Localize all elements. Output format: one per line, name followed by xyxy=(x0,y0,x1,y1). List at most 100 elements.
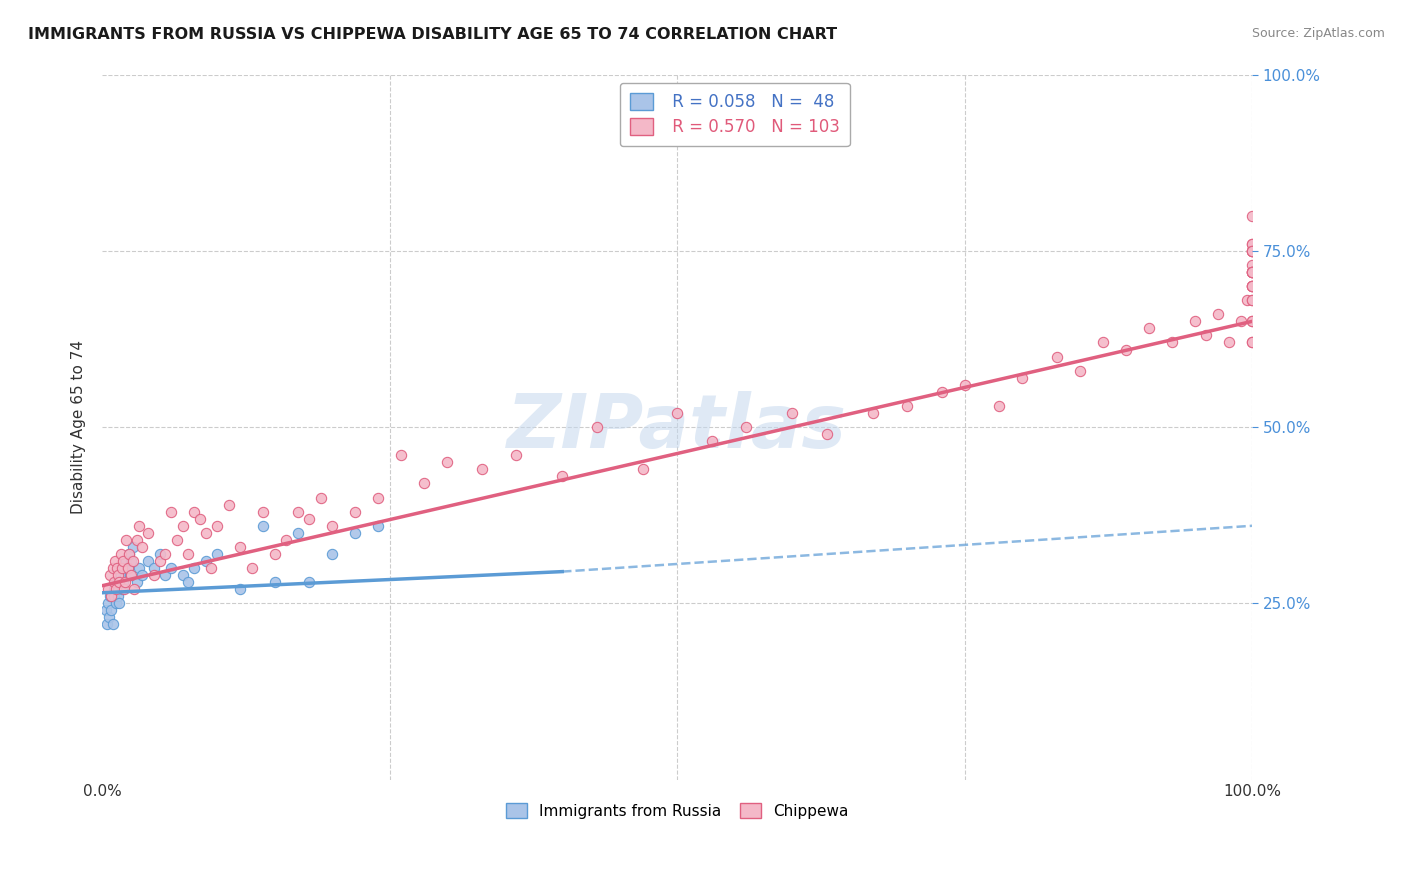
Point xyxy=(124,582,146,597)
Point xyxy=(298,575,321,590)
Point xyxy=(505,448,527,462)
Point xyxy=(111,554,134,568)
Point xyxy=(105,582,128,597)
Point xyxy=(177,575,200,590)
Point xyxy=(114,575,136,590)
Point xyxy=(298,512,321,526)
Point xyxy=(118,547,141,561)
Point xyxy=(287,505,309,519)
Point xyxy=(931,384,953,399)
Point xyxy=(1241,293,1264,307)
Text: Source: ZipAtlas.com: Source: ZipAtlas.com xyxy=(1251,27,1385,40)
Point xyxy=(815,427,838,442)
Point xyxy=(110,568,132,582)
Point xyxy=(98,589,121,603)
Point xyxy=(136,525,159,540)
Point xyxy=(1241,314,1264,328)
Point xyxy=(117,561,139,575)
Point xyxy=(1241,279,1264,293)
Point xyxy=(105,561,128,575)
Point xyxy=(1046,350,1069,364)
Point xyxy=(229,582,252,597)
Point xyxy=(105,596,128,610)
Y-axis label: Disability Age 65 to 74: Disability Age 65 to 74 xyxy=(72,340,86,514)
Point xyxy=(1241,236,1264,251)
Point xyxy=(1206,307,1229,321)
Point xyxy=(107,575,129,590)
Point xyxy=(1241,265,1264,279)
Point xyxy=(229,540,252,554)
Point xyxy=(1218,335,1240,350)
Point xyxy=(1195,328,1218,343)
Point xyxy=(1241,265,1264,279)
Point xyxy=(110,547,132,561)
Text: IMMIGRANTS FROM RUSSIA VS CHIPPEWA DISABILITY AGE 65 TO 74 CORRELATION CHART: IMMIGRANTS FROM RUSSIA VS CHIPPEWA DISAB… xyxy=(28,27,837,42)
Point xyxy=(240,561,263,575)
Point xyxy=(205,518,228,533)
Point xyxy=(1229,314,1251,328)
Point xyxy=(321,518,343,533)
Point xyxy=(1137,321,1160,335)
Point xyxy=(101,617,124,632)
Point xyxy=(122,540,145,554)
Point xyxy=(107,568,129,582)
Point xyxy=(104,575,127,590)
Point xyxy=(344,505,367,519)
Point xyxy=(111,561,134,575)
Point xyxy=(107,589,129,603)
Point xyxy=(108,575,131,590)
Point xyxy=(413,476,436,491)
Point xyxy=(436,455,458,469)
Point xyxy=(585,420,607,434)
Point xyxy=(172,568,194,582)
Point xyxy=(188,512,211,526)
Point xyxy=(1241,335,1264,350)
Point xyxy=(321,547,343,561)
Point xyxy=(125,533,148,547)
Point xyxy=(112,582,135,597)
Point xyxy=(1241,279,1264,293)
Point xyxy=(1241,335,1264,350)
Point xyxy=(1241,258,1264,272)
Point xyxy=(1236,293,1258,307)
Point xyxy=(103,582,125,597)
Point xyxy=(155,568,177,582)
Point xyxy=(131,568,153,582)
Point xyxy=(118,547,141,561)
Point xyxy=(263,547,285,561)
Point xyxy=(105,582,128,597)
Point xyxy=(200,561,222,575)
Point xyxy=(287,525,309,540)
Point xyxy=(94,603,117,617)
Point xyxy=(160,561,183,575)
Text: ZIPatlas: ZIPatlas xyxy=(508,391,848,464)
Point xyxy=(1160,335,1182,350)
Point xyxy=(120,554,142,568)
Point xyxy=(700,434,723,449)
Point xyxy=(1115,343,1137,357)
Point xyxy=(115,554,138,568)
Point xyxy=(1241,244,1264,258)
Point xyxy=(97,582,120,597)
Point xyxy=(1241,279,1264,293)
Point xyxy=(125,575,148,590)
Point xyxy=(111,575,134,590)
Point xyxy=(1241,244,1264,258)
Point xyxy=(471,462,494,476)
Point xyxy=(551,469,574,483)
Point xyxy=(112,561,135,575)
Point xyxy=(183,505,205,519)
Point xyxy=(117,561,139,575)
Point xyxy=(1241,265,1264,279)
Point xyxy=(172,518,194,533)
Point xyxy=(252,518,274,533)
Point xyxy=(160,505,183,519)
Point xyxy=(389,448,412,462)
Point xyxy=(1241,265,1264,279)
Point xyxy=(1184,314,1206,328)
Point xyxy=(194,525,217,540)
Point xyxy=(276,533,298,547)
Point xyxy=(98,610,121,624)
Point xyxy=(120,568,142,582)
Point xyxy=(149,547,172,561)
